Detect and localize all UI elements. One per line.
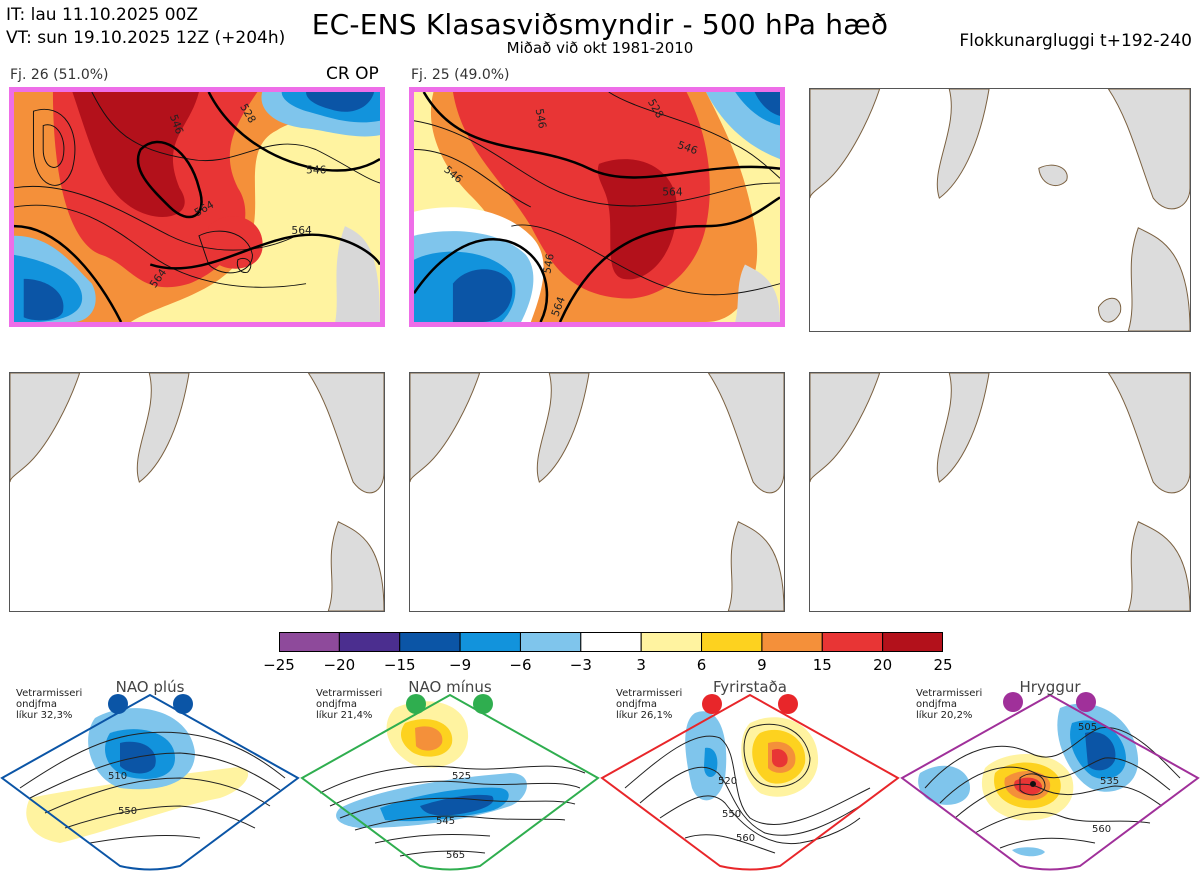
basemap-3 bbox=[810, 89, 1190, 331]
regime-nao-minus: 525 545 565 NAO mínus Vetrarmisseri ondj… bbox=[300, 678, 600, 871]
panel-1-label: Fj. 26 (51.0%) bbox=[10, 67, 109, 83]
regime-note: Vetrarmisseri ondjfma líkur 21,4% bbox=[316, 688, 383, 721]
regime-note: Vetrarmisseri ondjfma líkur 26,1% bbox=[616, 688, 683, 721]
empty-map-3 bbox=[809, 88, 1191, 332]
regime-title: NAO mínus bbox=[408, 678, 492, 696]
panel-1-tag: CR OP bbox=[326, 64, 379, 84]
contour-label: 550 bbox=[722, 809, 741, 820]
empty-map-6 bbox=[809, 372, 1191, 612]
regime-note: Vetrarmisseri ondjfma líkur 32,3% bbox=[16, 688, 83, 721]
contour-label: 550 bbox=[118, 806, 137, 817]
regime-marker bbox=[473, 694, 493, 714]
regime-title: Hryggur bbox=[1019, 678, 1081, 696]
contour-label: 546 bbox=[533, 108, 549, 130]
regime-marker bbox=[778, 694, 798, 714]
classification-window: Flokkunargluggi t+192-240 bbox=[959, 31, 1192, 51]
basemap-6 bbox=[810, 373, 1190, 611]
basemap-5 bbox=[410, 373, 784, 611]
empty-map-5 bbox=[409, 372, 785, 612]
regime-marker bbox=[1003, 692, 1023, 712]
run-info: IT: lau 11.10.2025 00Z VT: sun 19.10.202… bbox=[6, 4, 285, 50]
page-title: EC-ENS Klasasviðsmyndir - 500 hPa hæð bbox=[311, 8, 889, 41]
contour-label: 545 bbox=[436, 816, 455, 827]
contour-label: 560 bbox=[1092, 824, 1111, 835]
colorbar-cell bbox=[701, 632, 763, 652]
basemap-4 bbox=[10, 373, 384, 611]
colorbar-cell bbox=[338, 632, 401, 652]
contour-label: 520 bbox=[718, 776, 737, 787]
contour-label: 546 bbox=[306, 164, 327, 177]
colorbar-cell bbox=[279, 632, 340, 652]
cluster-map-2[interactable]: 546 546 546 564 546 564 528 bbox=[409, 87, 785, 327]
contour-label: 564 bbox=[291, 224, 312, 237]
regime-marker bbox=[1076, 692, 1096, 712]
panel-2-label: Fj. 25 (49.0%) bbox=[411, 67, 510, 83]
colorbar-tick-label: 6 bbox=[696, 656, 707, 674]
colorbar-tick-label: −15 bbox=[383, 656, 416, 674]
contour-label: 564 bbox=[662, 186, 683, 199]
colorbar-tick-label: −9 bbox=[449, 656, 472, 674]
contour-label: 525 bbox=[452, 771, 471, 782]
regime-note: Vetrarmisseri ondjfma líkur 20,2% bbox=[916, 688, 983, 721]
regime-title: NAO plús bbox=[115, 678, 185, 696]
regime-marker bbox=[406, 694, 426, 714]
contour-label: 535 bbox=[1100, 776, 1119, 787]
colorbar-tick-label: 15 bbox=[812, 656, 832, 674]
contour-label: 565 bbox=[446, 850, 465, 861]
colorbar-tick-label: −6 bbox=[509, 656, 532, 674]
colorbar-tick-label: 20 bbox=[873, 656, 893, 674]
colorbar-cell bbox=[882, 632, 943, 652]
page-subtitle: Miðað við okt 1981-2010 bbox=[506, 39, 694, 57]
valid-time: VT: sun 19.10.2025 12Z (+204h) bbox=[6, 28, 286, 48]
regime-nao-plus: 510 550 NAO plús Vetrarmisseri ondjfma l… bbox=[0, 678, 300, 871]
regime-marker bbox=[702, 694, 722, 714]
regime-marker bbox=[108, 694, 128, 714]
initial-time: IT: lau 11.10.2025 00Z bbox=[6, 5, 198, 25]
colorbar-tick-label: −25 bbox=[263, 656, 295, 674]
colorbar-cell bbox=[399, 632, 461, 652]
ridge-center-dot bbox=[1030, 781, 1036, 787]
regime-title: Fyrirstaða bbox=[713, 678, 787, 696]
colorbar-cell bbox=[459, 632, 521, 652]
colorbar-tick-label: 3 bbox=[636, 656, 646, 674]
contour-label: 546 bbox=[540, 252, 556, 274]
colorbar-tick-label: 25 bbox=[933, 656, 953, 674]
colorbar-tick-label: −3 bbox=[569, 656, 592, 674]
anomaly-map-1: 546 546 564 564 564 528 bbox=[14, 92, 380, 322]
contour-label: 505 bbox=[1078, 722, 1097, 733]
regime-blocking: 520 550 560 Fyrirstaða Vetrarmisseri ond… bbox=[600, 678, 900, 871]
cluster-map-1[interactable]: 546 546 564 564 564 528 bbox=[9, 87, 385, 327]
anomaly-map-2: 546 546 546 564 546 564 528 bbox=[414, 92, 780, 322]
colorbar bbox=[279, 632, 943, 652]
colorbar-cell bbox=[821, 632, 884, 652]
colorbar-tick-label: 9 bbox=[757, 656, 767, 674]
regime-marker bbox=[173, 694, 193, 714]
contour-label: 560 bbox=[736, 833, 755, 844]
colorbar-tick-label: −20 bbox=[323, 656, 356, 674]
empty-map-4 bbox=[9, 372, 385, 612]
regime-ridge: 505 535 560 Hryggur Vetrarmisseri ondjfm… bbox=[900, 678, 1200, 871]
colorbar-cell bbox=[580, 632, 642, 652]
colorbar-cell bbox=[519, 632, 582, 652]
colorbar-cell bbox=[761, 632, 823, 652]
colorbar-cell bbox=[640, 632, 703, 652]
contour-label: 510 bbox=[108, 771, 127, 782]
